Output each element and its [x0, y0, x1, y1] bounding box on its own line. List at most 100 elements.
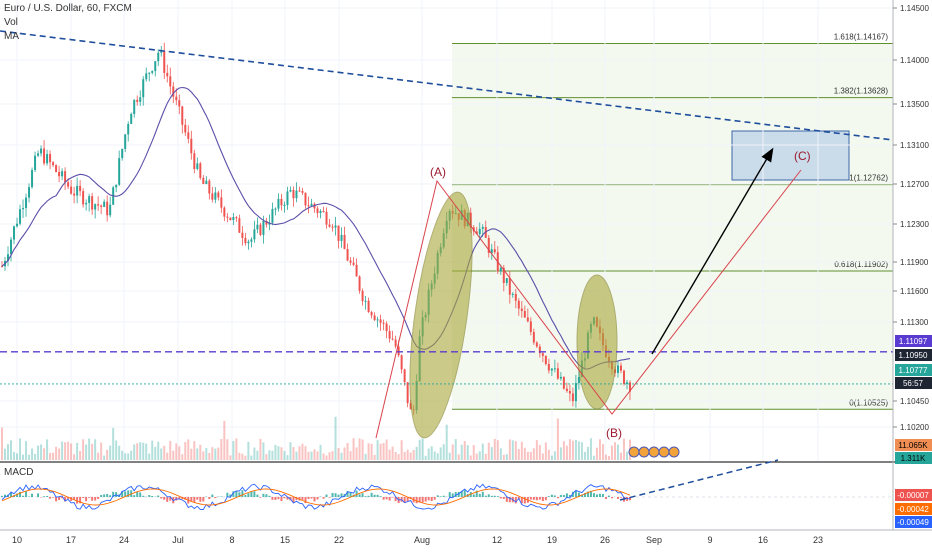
- event-marker-icon: [639, 447, 649, 457]
- volume-bar: [620, 453, 622, 460]
- price-candle: [16, 224, 18, 227]
- price-candle: [332, 227, 334, 228]
- volume-bar: [199, 445, 201, 460]
- price-axis-label: 1.10200: [900, 423, 929, 432]
- macd-histogram-bar: [31, 494, 33, 497]
- volume-bar: [470, 455, 472, 460]
- macd-histogram-bar: [160, 497, 162, 499]
- volume-bar: [605, 455, 607, 460]
- volume-bar: [118, 446, 120, 460]
- price-axis-label: 1.14500: [900, 4, 929, 13]
- event-marker-icon: [629, 447, 639, 457]
- volume-bar: [166, 453, 168, 460]
- macd-histogram-bar: [566, 493, 568, 497]
- price-candle: [292, 190, 294, 198]
- volume-bar: [575, 440, 577, 460]
- volume-bar: [310, 452, 312, 460]
- volume-bar: [253, 448, 255, 460]
- volume-bar: [103, 456, 105, 460]
- volume-bar: [356, 447, 358, 460]
- price-candle: [494, 249, 496, 252]
- macd-histogram-bar: [109, 495, 111, 497]
- macd-badge-label: -0.00049: [897, 518, 929, 527]
- price-candle: [518, 301, 520, 309]
- fib-level-label: 0.618(1.11902): [834, 260, 888, 269]
- volume-bar: [524, 448, 526, 460]
- macd-histogram-bar: [256, 495, 258, 497]
- volume-bar: [326, 456, 328, 460]
- volume-bar: [268, 450, 270, 460]
- volume-bar: [292, 447, 294, 460]
- macd-histogram-bar: [326, 495, 328, 497]
- macd-histogram-bar: [374, 495, 376, 497]
- event-marker-icon: [649, 447, 659, 457]
- volume-bar: [374, 455, 376, 460]
- macd-histogram-bar: [313, 497, 315, 501]
- macd-histogram-bar: [422, 497, 424, 502]
- volume-bar: [283, 451, 285, 460]
- macd-histogram-bar: [241, 490, 243, 497]
- price-axis-label: 1.10450: [900, 397, 929, 406]
- macd-histogram-bar: [524, 497, 526, 503]
- price-candle: [253, 229, 255, 239]
- volume-bar: [58, 449, 60, 460]
- volume-bar: [545, 442, 547, 460]
- fib-level-label: 0(1.10525): [849, 398, 888, 407]
- macd-histogram-bar: [214, 497, 216, 498]
- macd-histogram-bar: [545, 497, 547, 500]
- price-axis-label: 1.11300: [900, 318, 929, 327]
- volume-bar: [578, 441, 580, 460]
- price-candle: [229, 218, 231, 220]
- volume-bar: [7, 444, 9, 460]
- volume-bar: [425, 456, 427, 460]
- price-candle: [398, 347, 400, 356]
- volume-bar: [557, 418, 559, 460]
- price-candle: [109, 205, 111, 216]
- price-candle: [130, 114, 132, 124]
- macd-histogram-bar: [473, 494, 475, 497]
- price-candle: [136, 100, 138, 102]
- volume-bar: [181, 454, 183, 460]
- price-candle: [151, 71, 153, 73]
- price-candle: [395, 340, 397, 347]
- volume-bar: [205, 448, 207, 460]
- price-candle: [533, 332, 535, 343]
- volume-bar: [94, 439, 96, 460]
- price-candle: [214, 192, 216, 199]
- macd-histogram-bar: [608, 496, 610, 497]
- volume-bar: [554, 451, 556, 460]
- volume-bar: [208, 453, 210, 460]
- volume-bar: [217, 448, 219, 460]
- volume-bar: [190, 449, 192, 460]
- macd-histogram-bar: [91, 497, 93, 501]
- volume-badge-label: 1.311K: [901, 454, 926, 463]
- macd-histogram-bar: [85, 497, 87, 501]
- price-candle: [28, 187, 30, 197]
- macd-histogram-bar: [479, 494, 481, 497]
- price-candle: [350, 261, 352, 263]
- macd-histogram-bar: [55, 497, 57, 501]
- volume-bar: [262, 442, 264, 460]
- macd-histogram-bar: [593, 493, 595, 497]
- macd-histogram-bar: [196, 497, 198, 500]
- volume-bar: [184, 442, 186, 460]
- volume-bar: [250, 456, 252, 460]
- price-candle: [566, 389, 568, 391]
- price-candle: [85, 203, 87, 204]
- price-candle: [283, 205, 285, 206]
- event-marker-icon: [669, 447, 679, 457]
- price-candle: [563, 377, 565, 389]
- price-candle: [362, 291, 364, 301]
- price-axis-label: 1.14000: [900, 56, 929, 65]
- price-candle: [208, 181, 210, 194]
- volume-bar: [368, 443, 370, 460]
- macd-histogram-bar: [280, 497, 282, 501]
- volume-bar: [301, 444, 303, 460]
- price-candle: [289, 190, 291, 192]
- volume-bar: [265, 454, 267, 460]
- macd-histogram-bar: [383, 497, 385, 500]
- volume-bar: [16, 453, 18, 460]
- price-candle: [521, 309, 523, 311]
- volume-bar: [295, 452, 297, 460]
